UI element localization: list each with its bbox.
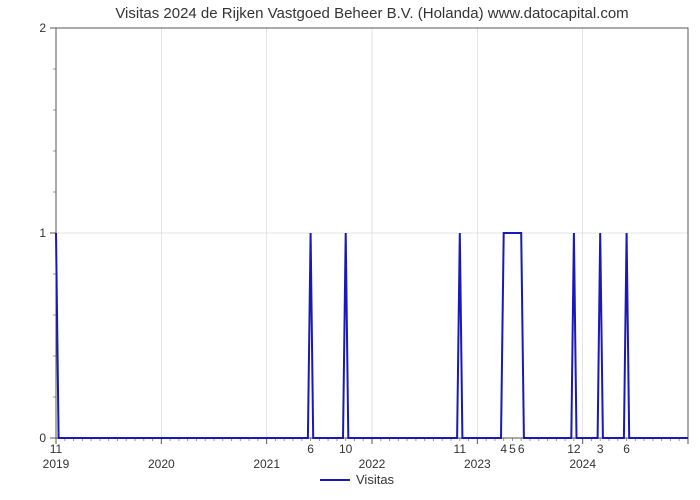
- svg-text:11: 11: [454, 442, 467, 456]
- svg-text:5: 5: [509, 442, 516, 456]
- svg-text:4: 4: [500, 442, 507, 456]
- svg-text:11: 11: [50, 442, 63, 456]
- svg-text:6: 6: [307, 442, 314, 456]
- svg-text:6: 6: [518, 442, 525, 456]
- svg-text:2022: 2022: [359, 457, 386, 471]
- svg-text:2020: 2020: [148, 457, 175, 471]
- svg-text:2024: 2024: [569, 457, 596, 471]
- data-point-labels: 11610114561236: [50, 442, 630, 456]
- svg-text:2: 2: [39, 21, 46, 35]
- svg-text:10: 10: [339, 442, 353, 456]
- svg-text:2019: 2019: [43, 457, 70, 471]
- svg-text:12: 12: [567, 442, 581, 456]
- minor-gridlines: [53, 69, 679, 441]
- svg-text:1: 1: [39, 226, 46, 240]
- legend-label: Visitas: [356, 472, 395, 487]
- inner-gridlines: [56, 28, 688, 438]
- x-axis-ticks: 2019 2020 2021 2022 2023 2024: [43, 438, 688, 471]
- svg-text:3: 3: [597, 442, 604, 456]
- y-axis-ticks: 0 1 2: [39, 21, 56, 445]
- svg-text:6: 6: [623, 442, 630, 456]
- svg-text:2021: 2021: [253, 457, 280, 471]
- chart-title: Visitas 2024 de Rijken Vastgoed Beheer B…: [115, 5, 628, 22]
- svg-text:0: 0: [39, 431, 46, 445]
- legend: Visitas: [320, 472, 395, 487]
- svg-text:2023: 2023: [464, 457, 491, 471]
- visits-chart: Visitas 2024 de Rijken Vastgoed Beheer B…: [0, 0, 700, 500]
